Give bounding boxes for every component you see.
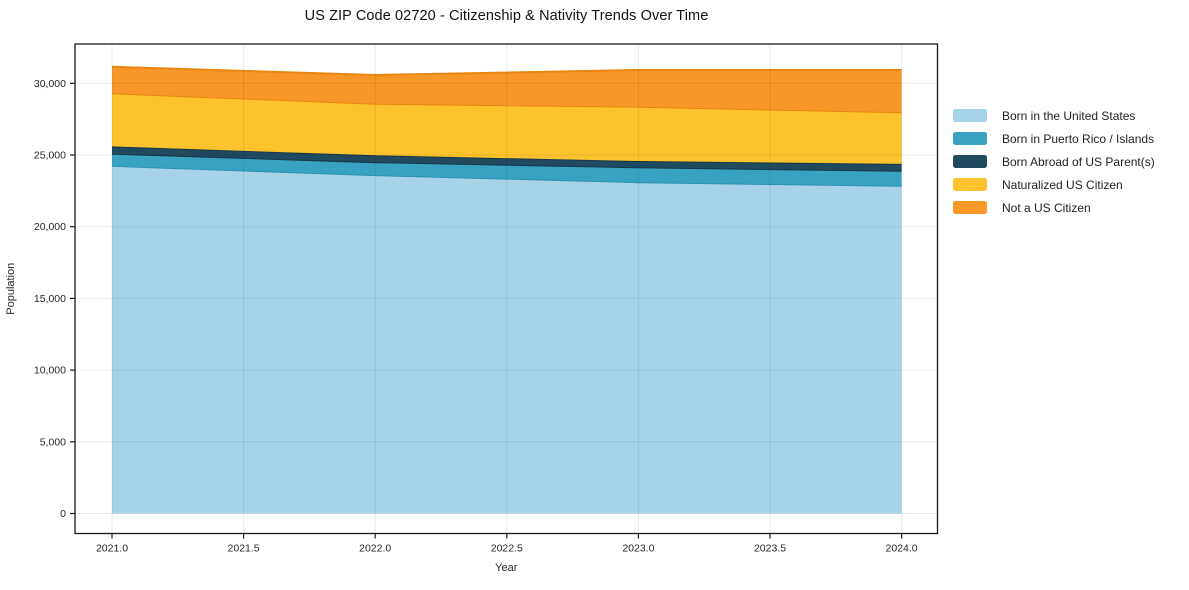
legend-swatch [953, 109, 987, 122]
area-born-in-the-united-states [112, 165, 902, 514]
gridlines [75, 44, 938, 534]
y-tick-label: 15,000 [34, 293, 66, 305]
area-naturalized-us-citizen [112, 93, 902, 164]
chart-title: US ZIP Code 02720 - Citizenship & Nativi… [304, 8, 709, 24]
y-tick-label: 0 [60, 508, 66, 520]
legend-label: Born in Puerto Rico / Islands [1002, 131, 1155, 146]
legend-swatch [953, 132, 987, 145]
legend-item-not-a-us-citizen: Not a US Citizen [953, 196, 1155, 219]
y-axis-label: Population [5, 263, 17, 315]
y-tick-label: 10,000 [34, 365, 66, 377]
x-tick-label: 2023.0 [622, 543, 654, 555]
legend-label: Naturalized US Citizen [1002, 177, 1123, 192]
legend-swatch [953, 178, 987, 191]
y-tick-label: 25,000 [34, 150, 66, 162]
x-tick-label: 2022.0 [359, 543, 391, 555]
x-axis-label: Year [495, 562, 518, 574]
tick-marks [70, 82, 903, 539]
legend-label: Born in the United States [1002, 108, 1136, 123]
stacked-areas [111, 65, 902, 514]
x-tick-label: 2021.5 [228, 543, 260, 555]
legend-swatch [953, 201, 987, 214]
edge-not-a-us-citizen [111, 65, 902, 77]
legend-item-born-abroad-of-us-parent-s: Born Abroad of US Parent(s) [953, 150, 1155, 173]
x-tick-label: 2022.5 [491, 543, 523, 555]
y-tick-label: 30,000 [34, 78, 66, 90]
x-tick-label: 2023.5 [754, 543, 786, 555]
legend-item-born-in-the-united-states: Born in the United States [953, 104, 1155, 127]
y-tick-label: 20,000 [34, 221, 66, 233]
area-born-in-puerto-rico-islands [112, 153, 902, 186]
x-tick-label: 2024.0 [886, 543, 918, 555]
x-tick-label: 2021.0 [96, 543, 128, 555]
legend-swatch [953, 155, 987, 168]
area-not-a-us-citizen [112, 66, 902, 113]
legend-label: Born Abroad of US Parent(s) [1002, 154, 1155, 169]
y-tick-label: 5,000 [40, 436, 66, 448]
legend-item-born-in-puerto-rico-islands: Born in Puerto Rico / Islands [953, 127, 1155, 150]
legend: Born in the United States Born in Puerto … [953, 104, 1155, 219]
legend-item-naturalized-us-citizen: Naturalized US Citizen [953, 173, 1155, 196]
legend-label: Not a US Citizen [1002, 200, 1091, 215]
